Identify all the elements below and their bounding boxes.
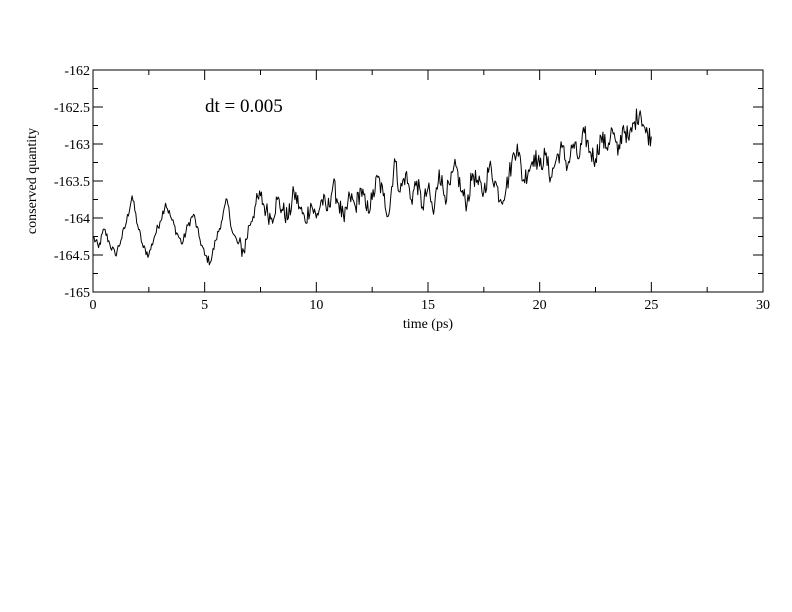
y-axis-label: conserved quantity	[25, 128, 40, 234]
y-tick-label: -162	[64, 64, 90, 79]
x-tick-label: 25	[644, 298, 658, 313]
x-tick-label: 15	[421, 298, 435, 313]
x-tick-label: 0	[90, 298, 97, 313]
y-tick-label: -164.5	[54, 249, 90, 264]
x-tick-label: 10	[309, 298, 323, 313]
y-tick-label: -162.5	[54, 101, 90, 116]
y-tick-label: -163.5	[54, 175, 90, 190]
annotation-dt: dt = 0.005	[205, 96, 283, 117]
x-tick-label: 30	[756, 298, 770, 313]
x-tick-labels: 0 5 10 15 20 25 30	[90, 298, 771, 313]
x-axis-label: time (ps)	[403, 317, 453, 332]
y-tick-label: -165	[64, 286, 90, 301]
ticks-layer	[92, 69, 764, 293]
x-tick-label: 5	[201, 298, 208, 313]
y-tick-labels: -165 -164.5 -164 -163.5 -163 -162.5 -162	[54, 64, 90, 301]
series-line	[92, 108, 652, 266]
y-tick-label: -163	[64, 138, 90, 153]
plot-frame	[92, 69, 764, 293]
x-tick-label: 20	[533, 298, 547, 313]
y-tick-label: -164	[64, 212, 90, 227]
